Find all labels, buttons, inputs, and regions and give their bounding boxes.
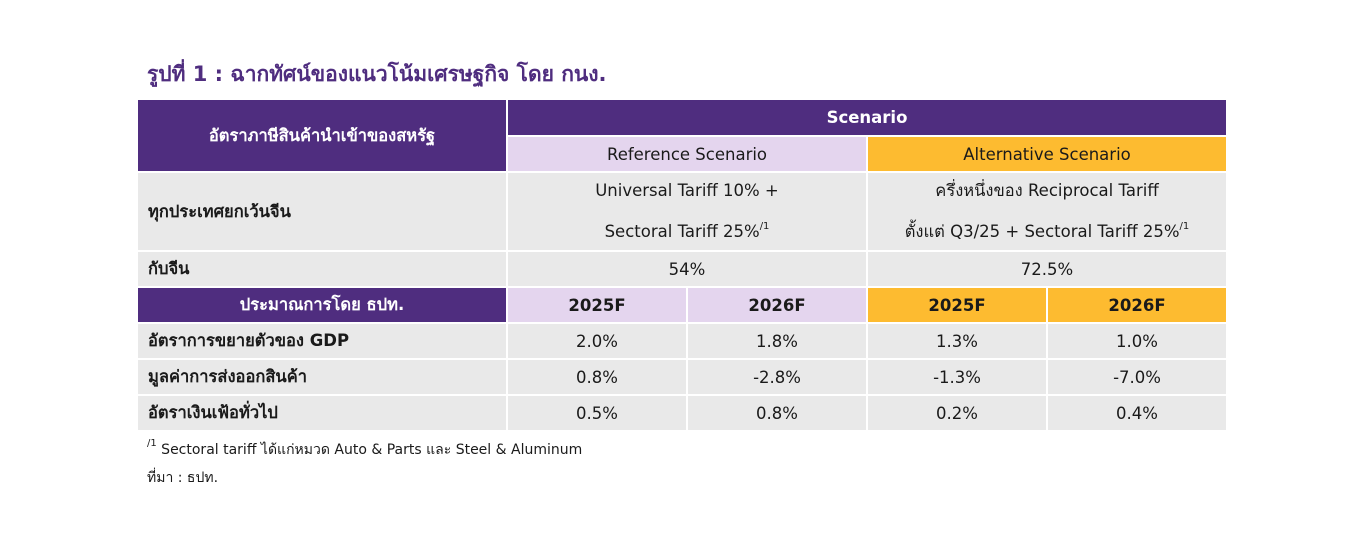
footnote: /1 Sectoral tariff ได้แก่หมวด Auto & Par…	[147, 438, 582, 461]
footnote-marker: /1	[1179, 221, 1190, 232]
table-row: อัตราการขยายตัวของ GDP 2.0% 1.8% 1.3% 1.…	[136, 322, 1228, 360]
alternative-tariff-line1: ครึ่งหนึ่งของ Reciprocal Tariff	[935, 181, 1159, 200]
table-cell: 1.0%	[1046, 322, 1228, 360]
table-cell: 0.5%	[506, 394, 688, 432]
row-label-all-except-china: ทุกประเทศยกเว้นจีน	[136, 171, 508, 252]
reference-tariff-line2: Sectoral Tariff 25%	[604, 222, 760, 241]
table-cell: 0.8%	[686, 394, 868, 432]
table-cell: -2.8%	[686, 358, 868, 396]
footnote-marker: /1	[147, 438, 157, 449]
scenario-table: อัตราภาษีสินค้านำเข้าของสหรัฐ Scenario R…	[136, 98, 1228, 432]
reference-scenario-header: Reference Scenario	[506, 135, 868, 173]
alternative-tariff-all: ครึ่งหนึ่งของ Reciprocal Tariff ตั้งแต่ …	[866, 171, 1228, 252]
reference-tariff-china: 54%	[506, 250, 868, 288]
reference-tariff-line1: Universal Tariff 10% +	[595, 181, 779, 200]
row-label-inflation: อัตราเงินเฟ้อทั่วไป	[136, 394, 508, 432]
table-row: มูลค่าการส่งออกสินค้า 0.8% -2.8% -1.3% -…	[136, 358, 1228, 396]
table-cell: 0.2%	[866, 394, 1048, 432]
table-cell: -7.0%	[1046, 358, 1228, 396]
table-cell: -1.3%	[866, 358, 1048, 396]
table-cell: 0.8%	[506, 358, 688, 396]
table-cell: 1.8%	[686, 322, 868, 360]
footnote-text: Sectoral tariff ได้แก่หมวด Auto & Parts …	[156, 442, 583, 458]
table-cell: 0.4%	[1046, 394, 1228, 432]
alternative-tariff-line2: ตั้งแต่ Q3/25 + Sectoral Tariff 25%	[904, 222, 1180, 241]
tariff-header: อัตราภาษีสินค้านำเข้าของสหรัฐ	[136, 98, 508, 173]
year-header: 2025F	[866, 286, 1048, 324]
alternative-tariff-china: 72.5%	[866, 250, 1228, 288]
year-header: 2026F	[686, 286, 868, 324]
estimate-header: ประมาณการโดย ธปท.	[136, 286, 508, 324]
footnote-marker: /1	[759, 221, 770, 232]
table-cell: 2.0%	[506, 322, 688, 360]
year-header: 2025F	[506, 286, 688, 324]
row-label-gdp: อัตราการขยายตัวของ GDP	[136, 322, 508, 360]
source-note: ที่มา : ธปท.	[147, 470, 219, 486]
figure-title: รูปที่ 1 : ฉากทัศน์ของแนวโน้มเศรษฐกิจ โด…	[147, 62, 607, 86]
table-row: อัตราเงินเฟ้อทั่วไป 0.5% 0.8% 0.2% 0.4%	[136, 394, 1228, 432]
scenario-header: Scenario	[506, 98, 1228, 137]
table-cell: 1.3%	[866, 322, 1048, 360]
reference-tariff-all: Universal Tariff 10% + Sectoral Tariff 2…	[506, 171, 868, 252]
year-header: 2026F	[1046, 286, 1228, 324]
alternative-scenario-header: Alternative Scenario	[866, 135, 1228, 173]
row-label-china: กับจีน	[136, 250, 508, 288]
row-label-exports: มูลค่าการส่งออกสินค้า	[136, 358, 508, 396]
